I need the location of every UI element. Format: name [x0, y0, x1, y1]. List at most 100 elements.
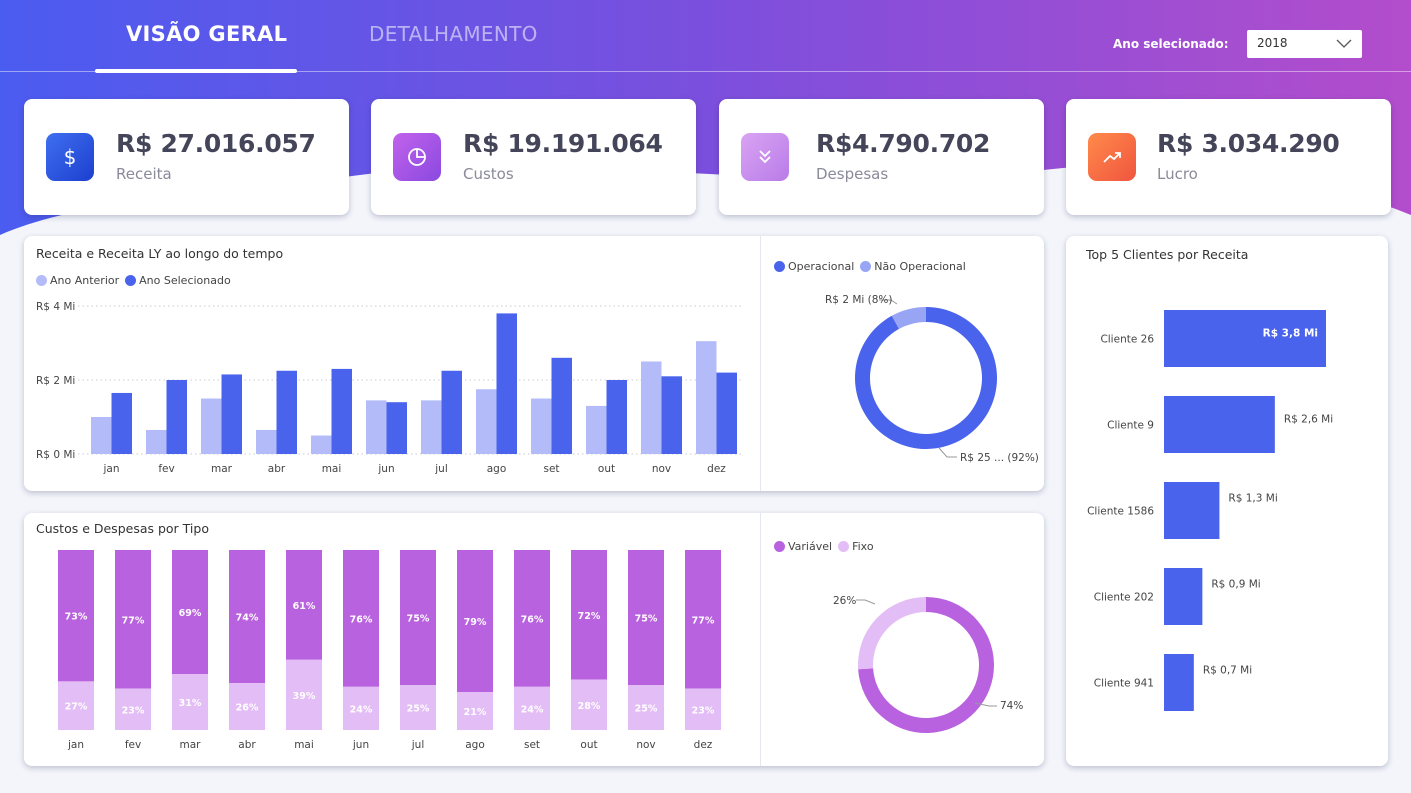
trending-up-icon — [1088, 133, 1136, 181]
data-label: R$ 25 ... (92%) — [960, 452, 1039, 464]
data-label: 76% — [521, 614, 544, 625]
kpi-card-receita: $ R$ 27.016.057 Receita — [24, 99, 349, 215]
bar-cliente — [1164, 482, 1220, 539]
tab-detalhamento[interactable]: DETALHAMENTO — [369, 22, 538, 46]
data-label: 69% — [179, 608, 202, 619]
legend-item: Ano Anterior — [36, 274, 119, 287]
legend-item: Ano Selecionado — [125, 274, 231, 287]
data-label: R$ 0,9 Mi — [1211, 579, 1260, 591]
x-tick-label: jul — [411, 739, 425, 751]
bar-fixo — [457, 692, 493, 730]
bar-ano-anterior — [476, 389, 497, 454]
bar-ano-anterior — [91, 417, 112, 454]
tab-visao-geral[interactable]: VISÃO GERAL — [126, 22, 288, 46]
data-label: 26% — [833, 595, 856, 607]
legend-label: Fixo — [852, 540, 874, 553]
bar-fixo — [628, 685, 664, 730]
panel-divider — [760, 236, 761, 491]
bar-ano-selecionado — [111, 392, 132, 454]
legend-swatch — [36, 275, 47, 286]
costs-stacked-bar-chart: 73% 27% jan 77% 23% fev 69% 31% mar 74% 26% abr 61% 3… — [58, 550, 721, 751]
data-label: 77% — [122, 615, 145, 626]
legend-swatch — [774, 541, 785, 552]
donut-slice — [858, 597, 926, 670]
data-label: 24% — [521, 704, 544, 715]
costs-panel: Custos e Despesas por Tipo 73% 27% jan 77% 2… — [24, 513, 1044, 766]
kpi-card-despesas: R$4.790.702 Despesas — [719, 99, 1044, 215]
data-label: R$ 3,8 Mi — [1263, 328, 1318, 340]
data-label: 74% — [236, 613, 259, 624]
kpi-label: Receita — [116, 165, 172, 183]
x-tick-label: mar — [211, 463, 233, 475]
x-tick-label: set — [543, 463, 559, 475]
legend-label: Não Operacional — [874, 260, 966, 273]
kpi-value: R$ 19.191.064 — [463, 129, 663, 158]
x-tick-label: fev — [158, 463, 174, 475]
x-tick-label: ago — [487, 463, 507, 475]
bar-ano-selecionado — [221, 374, 242, 454]
data-label: 72% — [578, 611, 601, 622]
data-label: 25% — [635, 704, 658, 715]
bar-variavel — [115, 550, 151, 689]
year-select[interactable]: 2018 — [1247, 30, 1362, 58]
bar-fixo — [229, 683, 265, 730]
legend-swatch — [838, 541, 850, 552]
x-tick-label: out — [598, 463, 615, 475]
x-tick-label: jun — [352, 739, 369, 751]
legend-label: Operacional — [788, 260, 855, 273]
bar-cliente — [1164, 310, 1326, 367]
bar-fixo — [58, 681, 94, 730]
bar-fixo — [343, 686, 379, 730]
leader-line — [879, 299, 898, 305]
legend-item: Variável — [774, 540, 832, 553]
bar-fixo — [286, 659, 322, 730]
bar-ano-selecionado — [551, 357, 572, 454]
year-filter-label: Ano selecionado: — [1113, 37, 1229, 51]
data-label: 21% — [464, 707, 487, 718]
x-tick-label: mar — [180, 739, 202, 751]
data-label: 75% — [407, 614, 430, 625]
revenue-panel: Receita e Receita LY ao longo do tempo A… — [24, 236, 1044, 491]
legend-label: Ano Selecionado — [139, 274, 231, 287]
operational-donut-chart: R$ 2 Mi (8%) R$ 25 ... (92%) — [825, 294, 1039, 464]
bar-fixo — [172, 674, 208, 730]
y-tick-label: Cliente 941 — [1094, 678, 1154, 690]
bar-variavel — [571, 550, 607, 680]
bar-fixo — [685, 688, 721, 730]
legend-swatch — [860, 261, 872, 272]
bar-cliente — [1164, 568, 1203, 625]
bar-variavel — [58, 550, 94, 682]
x-tick-label: dez — [707, 463, 726, 475]
x-tick-label: dez — [694, 739, 713, 751]
chevrons-down-icon — [741, 133, 789, 181]
y-tick-label: Cliente 9 — [1107, 420, 1154, 432]
donut-slice — [855, 307, 997, 449]
bar-ano-selecionado — [166, 380, 187, 454]
x-tick-label: out — [580, 739, 597, 751]
bar-ano-selecionado — [606, 380, 627, 454]
data-label: 26% — [236, 703, 259, 714]
x-tick-label: ago — [465, 739, 485, 751]
x-tick-label: mai — [322, 463, 342, 475]
active-tab-indicator — [95, 69, 297, 73]
pie-chart-icon — [393, 133, 441, 181]
top-clients-bar-chart: Cliente 26 R$ 3,8 Mi Cliente 9 R$ 2,6 Mi Cli… — [1087, 310, 1333, 711]
bar-variavel — [286, 550, 322, 660]
kpi-label: Custos — [463, 165, 514, 183]
data-label: 61% — [293, 601, 316, 612]
data-label: R$ 1,3 Mi — [1228, 493, 1277, 505]
header-divider — [0, 71, 1411, 72]
bar-fixo — [514, 686, 550, 730]
bar-ano-selecionado — [331, 368, 352, 454]
data-label: 25% — [407, 704, 430, 715]
bar-ano-anterior — [586, 405, 607, 454]
legend-swatch — [774, 261, 785, 272]
kpi-value: R$ 27.016.057 — [116, 129, 316, 158]
x-tick-label: abr — [238, 739, 256, 751]
leader-line — [856, 599, 876, 605]
legend-label: Ano Anterior — [50, 274, 120, 287]
bar-cliente — [1164, 396, 1275, 453]
chevron-down-icon — [1336, 39, 1352, 48]
bar-variavel — [685, 550, 721, 689]
